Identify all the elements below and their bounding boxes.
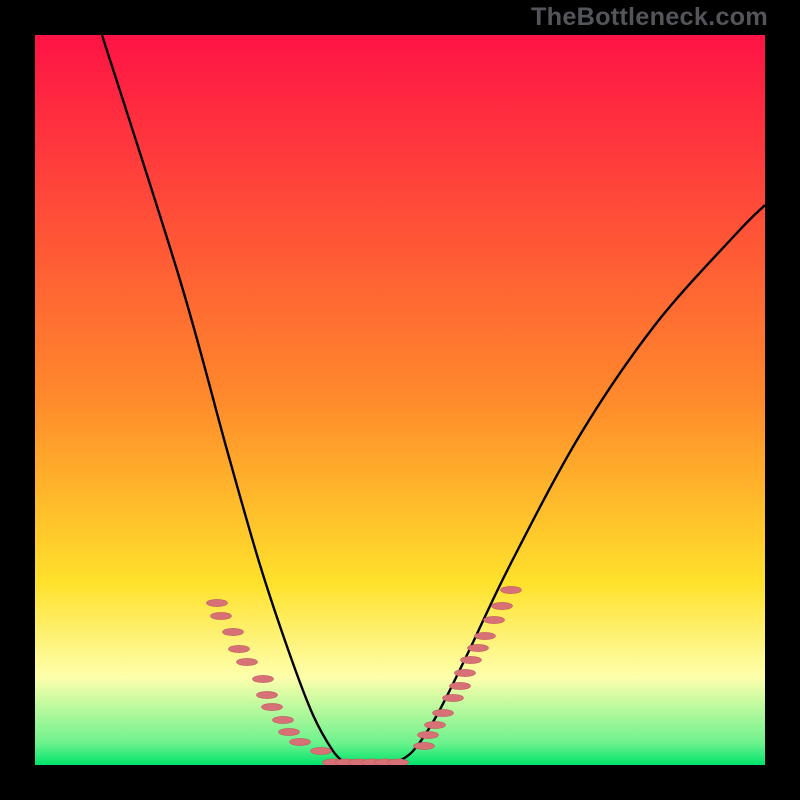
marker-right xyxy=(433,709,454,716)
watermark-text: TheBottleneck.com xyxy=(531,3,768,32)
marker-right xyxy=(501,586,522,593)
marker-right xyxy=(414,742,435,749)
marker-left xyxy=(237,658,258,665)
marker-right xyxy=(484,616,505,623)
marker-left xyxy=(279,728,300,735)
marker-left xyxy=(311,747,332,754)
marker-left xyxy=(273,716,294,723)
marker-left xyxy=(253,675,274,682)
marker-right xyxy=(450,682,471,689)
marker-left xyxy=(262,703,283,710)
marker-right xyxy=(468,644,489,651)
marker-left xyxy=(223,628,244,635)
marker-right xyxy=(443,694,464,701)
marker-right xyxy=(455,669,476,676)
marker-left xyxy=(229,645,250,652)
curve-left-branch xyxy=(102,35,345,763)
marker-valley xyxy=(388,759,409,765)
marker-left xyxy=(211,612,232,619)
curve-right-branch xyxy=(395,205,765,763)
marker-right xyxy=(418,731,439,738)
marker-left xyxy=(207,599,228,606)
chart-svg-layer xyxy=(35,35,765,765)
marker-right xyxy=(492,602,513,609)
marker-right xyxy=(461,656,482,663)
marker-left xyxy=(290,738,311,745)
marker-left xyxy=(257,691,278,698)
marker-right xyxy=(475,632,496,639)
marker-right xyxy=(425,721,446,728)
